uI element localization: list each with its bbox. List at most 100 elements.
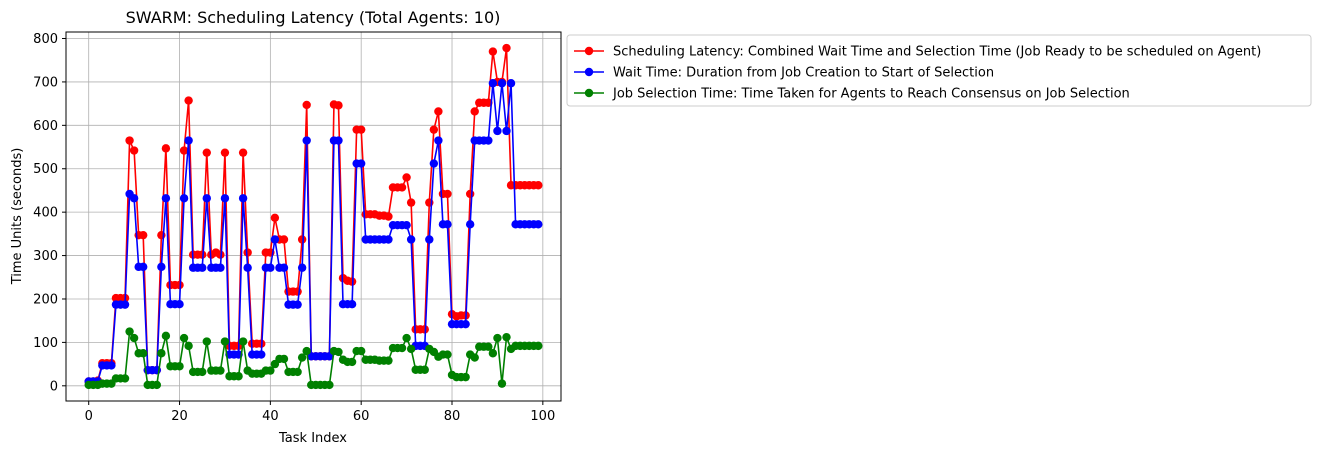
y-tick-label: 400	[33, 206, 58, 221]
data-point	[493, 126, 502, 136]
data-point	[465, 189, 475, 199]
x-tick-label: 60	[353, 409, 370, 424]
data-point	[302, 136, 311, 145]
x-axis-title: Task Index	[278, 431, 347, 446]
data-point	[484, 136, 493, 145]
legend-item: Scheduling Latency: Combined Wait Time a…	[574, 45, 1261, 60]
data-point	[534, 341, 543, 351]
data-point	[420, 365, 429, 374]
data-point	[502, 332, 511, 342]
data-point	[129, 194, 139, 203]
data-point	[270, 235, 280, 244]
data-point	[502, 126, 511, 136]
data-point	[293, 287, 302, 296]
data-point	[429, 125, 439, 134]
legend-label: Scheduling Latency: Combined Wait Time a…	[613, 45, 1261, 60]
x-tick-label: 0	[85, 409, 93, 424]
data-point	[179, 146, 189, 155]
data-point	[356, 346, 366, 356]
data-point	[257, 350, 266, 359]
data-point	[484, 342, 493, 351]
series-1	[84, 43, 543, 386]
data-point	[198, 367, 207, 377]
data-point	[334, 347, 343, 357]
data-point	[497, 79, 507, 88]
data-point	[325, 380, 334, 390]
series-line	[88, 82, 539, 383]
chart-title: SWARM: Scheduling Latency (Total Agents:…	[126, 8, 501, 27]
data-point	[302, 346, 311, 356]
data-point	[234, 372, 243, 381]
data-point	[238, 337, 248, 346]
data-point	[534, 220, 543, 229]
data-point	[139, 349, 148, 358]
data-point	[461, 319, 470, 329]
data-point	[406, 235, 416, 244]
data-point	[402, 173, 411, 182]
data-point	[534, 181, 543, 190]
data-point	[384, 212, 393, 221]
data-point	[107, 361, 116, 370]
data-point	[434, 136, 443, 145]
data-point	[502, 43, 511, 53]
data-point	[152, 380, 162, 390]
data-point	[216, 263, 225, 272]
y-tick-label: 0	[50, 379, 58, 394]
x-tick-label: 40	[262, 409, 279, 424]
data-point	[120, 300, 130, 309]
data-point	[347, 299, 357, 309]
data-point	[497, 379, 507, 388]
data-point	[184, 341, 193, 351]
data-point	[139, 230, 148, 240]
data-point	[157, 349, 166, 358]
data-point	[297, 235, 307, 244]
data-point	[202, 148, 211, 157]
data-point	[202, 337, 211, 346]
data-point	[429, 159, 439, 168]
data-point	[356, 159, 366, 168]
data-point	[184, 96, 193, 105]
x-tick-label: 100	[530, 409, 555, 424]
data-point	[129, 146, 139, 155]
data-point	[297, 353, 307, 362]
data-point	[198, 250, 207, 259]
data-point	[184, 136, 193, 145]
data-point	[347, 357, 357, 367]
data-point	[129, 333, 139, 343]
plot-frame	[65, 31, 562, 402]
data-point	[334, 101, 343, 110]
data-point	[220, 194, 230, 203]
data-point	[397, 183, 407, 192]
data-point	[175, 299, 184, 309]
legend-frame	[566, 34, 1312, 107]
legend-item: Job Selection Time: Time Taken for Agent…	[574, 87, 1130, 102]
data-point	[220, 148, 230, 157]
data-point	[125, 136, 134, 145]
legend-label: Wait Time: Duration from Job Creation to…	[613, 66, 994, 81]
data-point	[488, 79, 498, 88]
data-point	[384, 235, 393, 244]
data-point	[125, 327, 134, 336]
data-point	[179, 194, 189, 203]
data-point	[161, 194, 171, 203]
data-point	[198, 263, 207, 272]
ticks: 0 20 40 60 80 100 0 100 200 300 400 500 600 700 800	[33, 32, 555, 424]
data-point	[243, 263, 252, 272]
legend-marker	[584, 67, 594, 77]
legend: Scheduling Latency: Combined Wait Time a…	[566, 34, 1312, 107]
data-point	[293, 300, 302, 309]
data-point	[302, 100, 311, 110]
data-point	[488, 349, 498, 358]
data-point	[425, 235, 434, 244]
data-point	[266, 263, 275, 272]
data-point	[506, 79, 516, 88]
x-tick-label: 80	[444, 409, 461, 424]
data-point	[493, 333, 502, 343]
series-3	[84, 327, 543, 390]
data-point	[406, 344, 416, 354]
y-axis-title: Time Units (seconds)	[10, 148, 25, 286]
legend-label: Job Selection Time: Time Taken for Agent…	[612, 87, 1130, 102]
data-point	[266, 366, 275, 375]
data-point	[297, 263, 307, 272]
